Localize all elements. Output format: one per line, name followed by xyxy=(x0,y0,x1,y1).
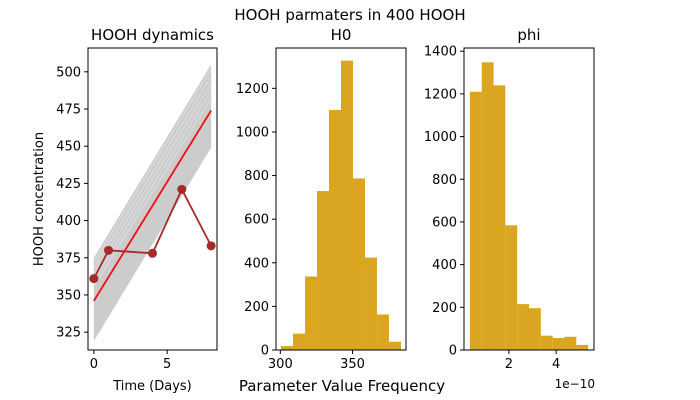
chart2-x-tick-label: 300 xyxy=(268,357,293,372)
chart2-bar xyxy=(376,314,389,350)
chart3-y-tick-label: 1400 xyxy=(424,45,457,60)
chart1-fit-line xyxy=(93,110,212,302)
chart1-xlabel: Time (Days) xyxy=(112,379,192,394)
chart2-axes-frame xyxy=(275,47,407,351)
chart3-y-tick-label: 600 xyxy=(432,215,457,230)
chart1-y-tick-label: 350 xyxy=(56,288,81,303)
chart2-bar xyxy=(293,333,306,350)
chart3-plot: 0 200 400 600 800 1000 1200 1400 2 4 xyxy=(424,45,595,372)
chart1-y-tick-label: 450 xyxy=(56,140,81,155)
chart3-y-tick-label: 800 xyxy=(432,173,457,188)
chart2-y-tick-label: 400 xyxy=(244,256,269,271)
chart1-model-line xyxy=(93,98,212,287)
chart2-bar xyxy=(317,191,330,350)
chart3-y-tick-label: 1200 xyxy=(424,87,457,102)
chart3-x-tick-label: 2 xyxy=(505,357,513,372)
chart3-bar xyxy=(481,62,494,350)
chart3-bar xyxy=(552,338,565,350)
chart3-bar xyxy=(469,91,482,350)
chart1-y-tick-label: 325 xyxy=(56,326,81,341)
chart2-bar xyxy=(281,346,294,350)
chart1-title: HOOH dynamics xyxy=(91,26,214,44)
chart3-bar xyxy=(493,85,506,350)
chart1-x-tick-label: 5 xyxy=(163,357,171,372)
chart3-bar xyxy=(529,308,541,350)
chart1-y-tick-label: 425 xyxy=(56,177,81,192)
chart1-uncertainty-band xyxy=(93,64,212,342)
figure-bottom-label: Parameter Value Frequency xyxy=(239,377,445,395)
chart3-y-tick-label: 200 xyxy=(432,301,457,316)
chart2-y-tick-label: 800 xyxy=(244,169,269,184)
chart1-data-point xyxy=(89,274,99,284)
chart3-axes-frame xyxy=(463,47,595,351)
chart1-model-line xyxy=(93,90,212,281)
chart2-bar xyxy=(364,257,377,350)
chart2-y-tick-label: 0 xyxy=(261,344,269,359)
chart3-title: phi xyxy=(517,26,540,44)
chart3-bar xyxy=(505,225,518,350)
chart3-y-tick-label: 0 xyxy=(449,344,457,359)
chart1-ylabel: HOOH concentration xyxy=(32,132,47,266)
chart1-data-point xyxy=(104,245,114,255)
chart3-bar xyxy=(564,336,577,350)
chart3-bar xyxy=(576,344,589,350)
figure-suptitle: HOOH parmaters in 400 HOOH xyxy=(234,6,465,24)
chart2-bar xyxy=(388,341,401,350)
chart2-bar xyxy=(305,276,318,350)
chart2-title: H0 xyxy=(331,26,352,44)
chart1-data-point xyxy=(148,248,157,258)
chart1-axes-frame xyxy=(87,47,218,351)
chart2-y-tick-label: 600 xyxy=(244,213,269,228)
chart3-bar xyxy=(517,304,529,350)
chart1-y-tick-label: 400 xyxy=(56,214,81,229)
chart1-plot: 325 350 375 400 425 450 475 500 0 5 xyxy=(56,47,218,372)
chart2-y-tick-label: 1000 xyxy=(236,125,269,140)
chart2-bar xyxy=(341,60,353,350)
chart3-bar xyxy=(540,335,553,350)
chart2-plot: 0 200 400 600 800 1000 1200 300 350 xyxy=(236,47,407,372)
chart1-model-line xyxy=(93,83,212,275)
chart3-x-tick-label: 4 xyxy=(552,357,560,372)
chart3-offset-text: 1e−10 xyxy=(555,377,595,391)
chart2-y-tick-label: 200 xyxy=(244,300,269,315)
chart1-y-tick-label: 375 xyxy=(56,251,81,266)
chart2-bar xyxy=(329,109,341,350)
chart1-y-tick-label: 475 xyxy=(56,102,81,117)
chart1-data-point xyxy=(177,184,187,194)
chart1-model-line xyxy=(93,68,212,263)
chart3-y-tick-label: 1000 xyxy=(424,130,457,145)
chart3-y-tick-label: 400 xyxy=(432,258,457,273)
chart2-y-tick-label: 1200 xyxy=(236,82,269,97)
chart1-y-tick-label: 500 xyxy=(56,65,81,80)
chart1-data-point xyxy=(206,241,216,251)
chart2-x-tick-label: 350 xyxy=(340,357,365,372)
chart2-bar xyxy=(352,178,365,350)
chart1-model-line xyxy=(93,75,212,269)
chart1-x-tick-label: 0 xyxy=(90,357,98,372)
